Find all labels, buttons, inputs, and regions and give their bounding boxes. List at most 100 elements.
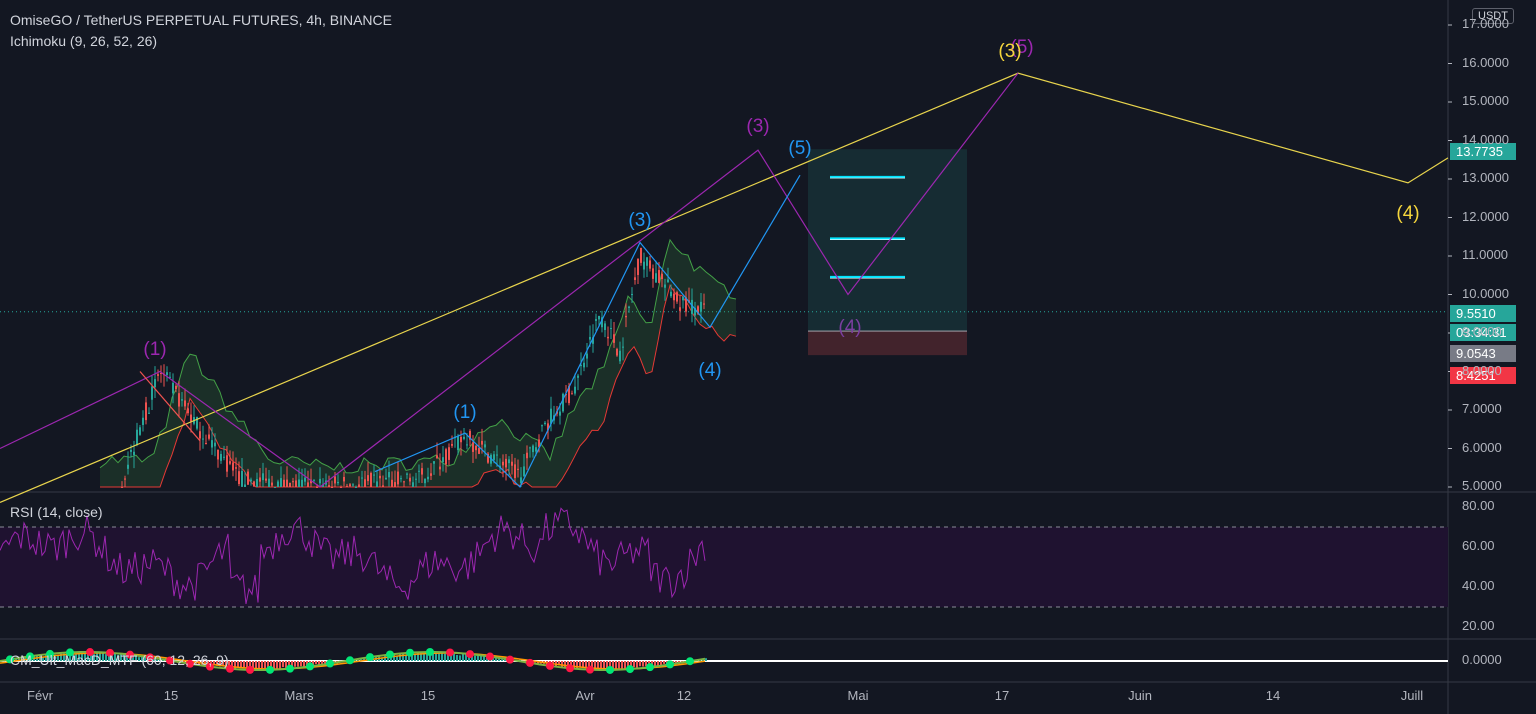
macd-histogram-bar — [240, 661, 242, 668]
candle-body — [124, 478, 126, 480]
price-tick-label: 9.0000 — [1462, 324, 1502, 339]
macd-cross-dot — [326, 659, 334, 668]
macd-histogram-bar — [102, 652, 104, 661]
candle-body — [451, 443, 453, 446]
candle-body — [382, 485, 384, 487]
macd-histogram-bar — [588, 661, 590, 670]
macd-histogram-bar — [594, 661, 596, 670]
macd-histogram-bar — [627, 661, 629, 670]
yellow-wave-line — [0, 72, 1449, 503]
macd-histogram-bar — [219, 661, 221, 667]
candle-body — [190, 414, 192, 422]
candle-body — [322, 484, 324, 487]
macd-cross-dot — [646, 663, 654, 672]
macd-cross-dot — [406, 648, 414, 657]
price-tick-label: 10.0000 — [1462, 285, 1509, 301]
macd-histogram-bar — [654, 661, 656, 667]
macd-histogram-bar — [315, 661, 317, 664]
candle-body — [160, 373, 162, 375]
purple-wave-line — [0, 72, 1019, 488]
loss-zone — [808, 331, 967, 356]
macd-histogram-bar — [402, 653, 404, 661]
wave-label-blue: (3) — [628, 210, 652, 231]
candle-body — [172, 382, 174, 394]
wave-label-purple: (4) — [838, 317, 862, 338]
candle-body — [280, 478, 282, 487]
candle-body — [670, 291, 672, 297]
macd-histogram-bar — [258, 661, 260, 670]
stop-price-badge: 8.4251 — [1450, 367, 1516, 384]
macd-histogram-bar — [444, 653, 446, 661]
ichimoku-cloud — [100, 239, 736, 487]
candle-body — [319, 478, 321, 484]
macd-histogram-bar — [639, 661, 641, 667]
macd-histogram-bar — [423, 653, 425, 661]
candle-body — [223, 456, 225, 458]
candle-body — [277, 481, 279, 487]
candle-body — [517, 468, 519, 470]
candle-body — [370, 472, 372, 487]
candle-body — [679, 307, 681, 311]
candle-body — [307, 482, 309, 487]
macd-histogram-bar — [270, 661, 272, 671]
gray-price-badge: 9.0543 — [1450, 345, 1516, 362]
candle-body — [592, 337, 594, 344]
macd-histogram-bar — [414, 654, 416, 661]
candle-body — [445, 449, 447, 465]
macd-histogram-bar — [225, 661, 227, 668]
candle-body — [352, 484, 354, 486]
macd-histogram-bar — [585, 661, 587, 669]
candle-body — [274, 487, 276, 488]
candle-body — [253, 481, 255, 487]
macd-tick-label: 0.0000 — [1462, 652, 1502, 667]
price-tick-label: 16.0000 — [1462, 54, 1509, 70]
macd-histogram-bar — [579, 661, 581, 668]
macd-histogram-bar — [243, 661, 245, 668]
candle-body — [652, 268, 654, 279]
macd-histogram-bar — [60, 653, 62, 661]
candle-body — [259, 477, 261, 482]
macd-histogram-bar — [603, 661, 605, 671]
time-tick-label: 15 — [420, 688, 436, 703]
candle-body — [622, 346, 624, 348]
macd-histogram-bar — [72, 652, 74, 661]
time-tick-label: Mars — [284, 688, 314, 703]
macd-cross-dot — [146, 653, 154, 662]
candle-body — [604, 323, 606, 331]
macd-histogram-bar — [564, 661, 566, 668]
price-tick-label: 11.0000 — [1462, 247, 1509, 262]
candle-body — [130, 449, 132, 452]
candle-body — [121, 487, 123, 488]
candle-body — [547, 423, 549, 431]
macd-histogram-bar — [90, 651, 92, 661]
macd-cross-dot — [86, 648, 94, 657]
candle-body — [613, 334, 615, 343]
macd-histogram-bar — [573, 661, 575, 669]
candle-body — [271, 482, 273, 486]
macd-histogram-bar — [57, 654, 59, 661]
macd-histogram-bar — [408, 652, 410, 661]
macd-cross-dot — [546, 661, 554, 670]
macd-histogram-bar — [420, 652, 422, 661]
candle-body — [406, 473, 408, 475]
candle-body — [220, 453, 222, 461]
macd-histogram-bar — [279, 661, 281, 670]
candle-body — [472, 442, 474, 452]
macd-histogram-bar — [213, 661, 215, 665]
macd-histogram-bar — [501, 659, 503, 661]
candle-body — [568, 386, 570, 404]
macd-cross-dot — [426, 648, 434, 657]
price-tick-label: 13.0000 — [1462, 170, 1509, 185]
macd-cross-dot — [486, 652, 494, 661]
macd-histogram-bar — [66, 652, 68, 661]
candle-body — [505, 458, 507, 468]
macd-histogram-bar — [120, 654, 122, 661]
candle-body — [343, 476, 345, 482]
currency-button[interactable]: USDT — [1472, 8, 1514, 24]
wave-label-purple: (3) — [746, 116, 770, 137]
candle-body — [403, 481, 405, 483]
macd-histogram-bar — [435, 651, 437, 661]
candle-body — [520, 477, 522, 483]
wave-label-yellow: (4) — [1396, 203, 1420, 224]
